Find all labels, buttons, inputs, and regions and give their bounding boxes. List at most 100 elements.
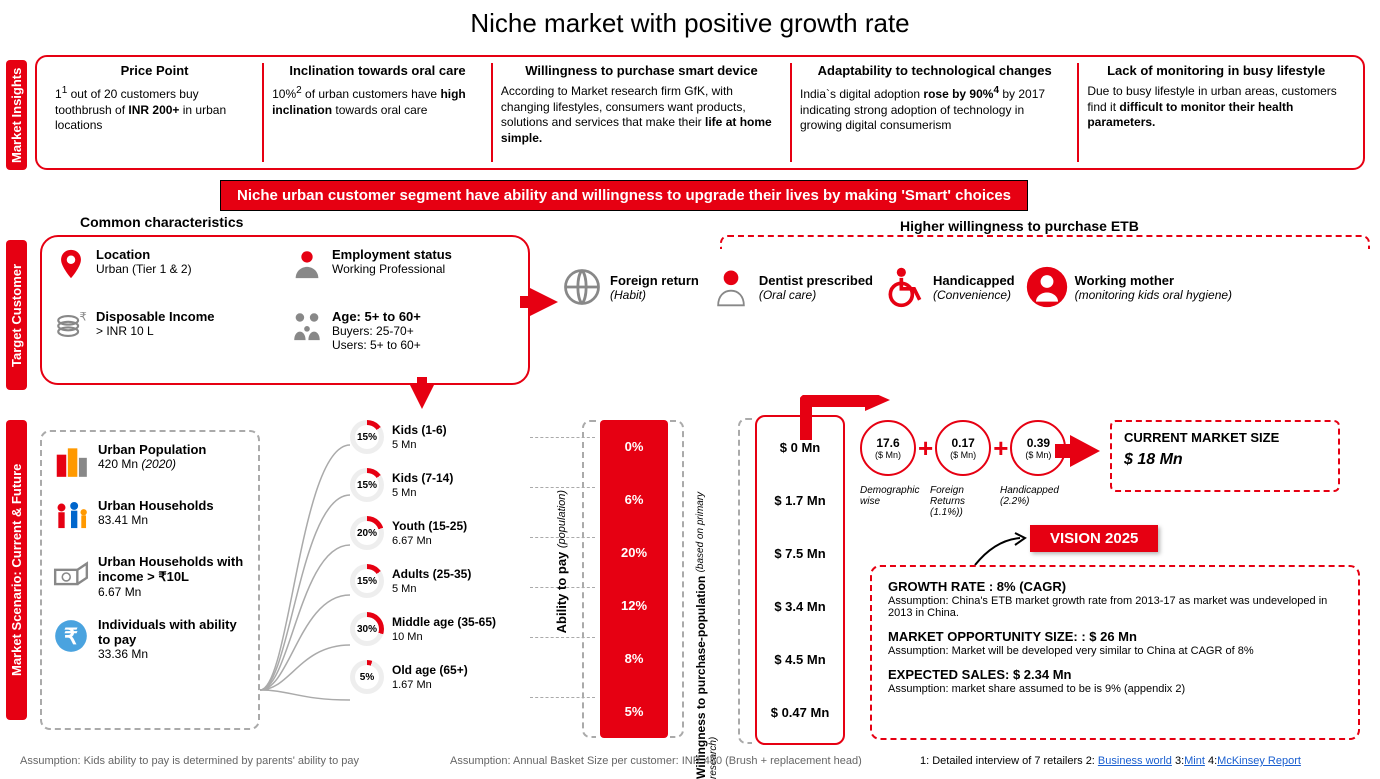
insight-column: Adaptability to technological changesInd… <box>792 63 1079 162</box>
segment-title: Middle age (35-65) <box>392 615 496 629</box>
char-title: Disposable Income <box>96 309 214 324</box>
insight-text: 10%2 of urban customers have high inclin… <box>272 84 483 118</box>
side-tab-target: Target Customer <box>6 240 27 390</box>
revenue-cell: $ 7.5 Mn <box>757 527 843 580</box>
hw-title: Dentist prescribed <box>759 273 873 288</box>
plus-icon: + <box>993 433 1008 464</box>
insight-heading: Price Point <box>55 63 254 78</box>
revenue-cell: $ 0.47 Mn <box>757 686 843 739</box>
segment-value: 5 Mn <box>392 583 416 595</box>
segment-row: 20%Youth (15-25)6.67 Mn <box>350 516 530 550</box>
donut-chart: 15% <box>350 564 384 598</box>
bar-cell: 8% <box>600 632 668 685</box>
willingness-label: Willingness to purchase-population (base… <box>695 470 721 779</box>
characteristics-title: Common characteristics <box>80 214 243 230</box>
stat-item: Urban Population420 Mn (2020) <box>52 442 248 480</box>
char-sub: Working Professional <box>332 262 445 276</box>
segment-value: 6.67 Mn <box>392 535 432 547</box>
segment-value: 10 Mn <box>392 631 423 643</box>
page-title: Niche market with positive growth rate <box>0 0 1380 45</box>
stat-title: Urban Households with income > ₹10L <box>98 554 248 585</box>
characteristic-item: ₹Disposable Income> INR 10 L <box>54 309 280 374</box>
insight-column: Inclination towards oral care 10%2 of urb… <box>264 63 493 162</box>
bubble-sub-3: Handicapped (2.2%) <box>1000 485 1070 507</box>
wheelchair-icon <box>883 265 927 309</box>
hw-title: Working mother <box>1075 273 1232 288</box>
bar-cell: 20% <box>600 526 668 579</box>
higher-willingness-title: Higher willingness to purchase ETB <box>900 218 1139 234</box>
key-message-banner: Niche urban customer segment have abilit… <box>220 180 1028 211</box>
hw-item: Dentist prescribed(Oral care) <box>709 265 873 309</box>
stat-value: 83.41 Mn <box>98 513 148 527</box>
insight-heading: Willingness to purchase smart device <box>501 63 782 78</box>
higher-willingness-row: Foreign return(Habit)Dentist prescribed(… <box>560 265 1370 309</box>
segment-row: 15% Kids (7-14) 5 Mn <box>350 468 530 502</box>
characteristic-item: Employment statusWorking Professional <box>290 247 516 303</box>
stat-item: Urban Households with income > ₹10L6.67 … <box>52 554 248 599</box>
sources-footnote: 1: Detailed interview of 7 retailers 2: … <box>920 755 1301 767</box>
stat-value: 6.67 Mn <box>98 585 141 599</box>
donut-chart: 15% <box>350 468 384 502</box>
vision-row-title: GROWTH RATE : 8% (CAGR) <box>888 579 1066 594</box>
hw-title: Foreign return <box>610 273 699 288</box>
vision-row: MARKET OPPORTUNITY SIZE: : $ 26 MnAssump… <box>888 629 1342 657</box>
assumption-2: Assumption: Annual Basket Size per custo… <box>450 755 862 767</box>
characteristics-box: LocationUrban (Tier 1 & 2)Employment sta… <box>40 235 530 385</box>
dentist-icon <box>709 265 753 309</box>
char-sub: Buyers: 25-70+Users: 5+ to 60+ <box>332 324 421 352</box>
bubble-sub-2: Foreign Returns (1.1%)) <box>930 485 990 518</box>
donut-chart: 15% <box>350 420 384 454</box>
vision-row-sub: Assumption: market share assumed to be i… <box>888 683 1342 695</box>
char-sub: > INR 10 L <box>96 324 154 338</box>
assumption-1: Assumption: Kids ability to pay is deter… <box>20 755 359 767</box>
stat-title: Urban Households <box>98 498 214 513</box>
characteristic-item: Age: 5+ to 60+Buyers: 25-70+Users: 5+ to… <box>290 309 516 374</box>
vision-detail-box: GROWTH RATE : 8% (CAGR)Assumption: China… <box>870 565 1360 740</box>
segment-value: 1.67 Mn <box>392 679 432 691</box>
vision-row: GROWTH RATE : 8% (CAGR)Assumption: China… <box>888 579 1342 619</box>
donut-chart: 20% <box>350 516 384 550</box>
brace-left <box>738 418 752 744</box>
segment-value: 5 Mn <box>392 487 416 499</box>
hw-sub: (monitoring kids oral hygiene) <box>1075 288 1232 302</box>
char-title: Employment status <box>332 247 452 262</box>
insight-heading: Inclination towards oral care <box>272 63 483 78</box>
segment-row: 15%Kids (1-6)5 Mn <box>350 420 530 454</box>
stat-title: Individuals with ability to pay <box>98 617 248 647</box>
insight-text: 11 out of 20 customers buy toothbrush of… <box>55 84 254 134</box>
globe-icon <box>560 265 604 309</box>
donut-chart: 5% <box>350 660 384 694</box>
segment-title: Adults (25-35) <box>392 567 471 581</box>
vision-row-sub: Assumption: Market will be developed ver… <box>888 645 1342 657</box>
side-tab-scenario: Market Scenario: Current & Future <box>6 420 27 720</box>
bubble-sub-1: Demographic wise <box>860 485 930 507</box>
bar-cell: 6% <box>600 473 668 526</box>
vision-row-title: MARKET OPPORTUNITY SIZE: : $ 26 Mn <box>888 629 1137 644</box>
char-sub: Urban (Tier 1 & 2) <box>96 262 192 276</box>
bar-cell: 0% <box>600 420 668 473</box>
insight-column: Price Point 11 out of 20 customers buy to… <box>47 63 264 162</box>
stat-title: Urban Population <box>98 442 206 457</box>
revenue-column: $ 0 Mn$ 1.7 Mn$ 7.5 Mn$ 3.4 Mn$ 4.5 Mn$ … <box>755 415 845 745</box>
hw-item: Foreign return(Habit) <box>560 265 699 309</box>
hw-item: Handicapped(Convenience) <box>883 265 1015 309</box>
segment-row: 5%Old age (65+)1.67 Mn <box>350 660 530 694</box>
family-icon <box>290 309 324 343</box>
stat-value: 33.36 Mn <box>98 647 148 661</box>
segment-title: Kids (7-14) <box>392 471 453 485</box>
hw-sub: (Oral care) <box>759 288 873 302</box>
market-size-value: $ 18 Mn <box>1124 451 1326 469</box>
characteristic-item: LocationUrban (Tier 1 & 2) <box>54 247 280 303</box>
insight-text: Due to busy lifestyle in urban areas, cu… <box>1087 84 1345 131</box>
willingness-bar: 0%6%20%12%8%5% <box>600 420 668 738</box>
age-segments-column: 15%Kids (1-6)5 Mn15%Kids (7-14)5 Mn20%Yo… <box>350 420 530 694</box>
brace-right <box>670 420 684 738</box>
revenue-cell: $ 3.4 Mn <box>757 580 843 633</box>
arrow-icon <box>1070 435 1100 467</box>
arrow-icon <box>530 288 558 316</box>
insight-text: According to Market research firm GfK, w… <box>501 84 782 146</box>
hw-sub: (Habit) <box>610 288 699 302</box>
bar-cell: 12% <box>600 579 668 632</box>
hw-sub: (Convenience) <box>933 288 1015 302</box>
money-icon <box>52 554 90 592</box>
